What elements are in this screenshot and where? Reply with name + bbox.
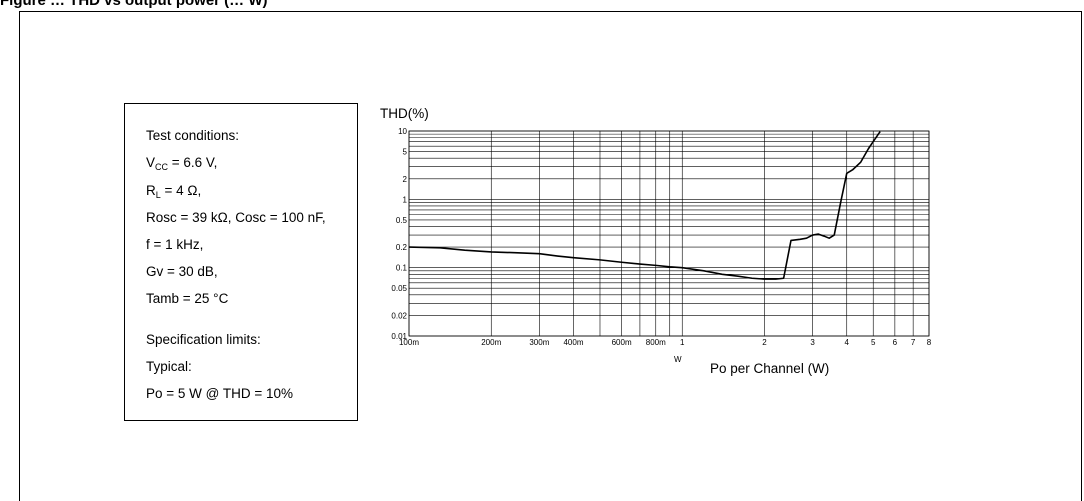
x-tick-label: 100m [399,338,419,347]
chart-labels: 100m 200m 300m 400m 600m 800m 1 2 3 4 5 6 7 8 10 5 2 1 0.5… [380,106,932,376]
figure-title: Figure … THD vs output power (… W) [0,0,268,9]
y-tick-label: 0.05 [391,284,407,293]
x-unit-label: W [674,355,682,364]
gain-condition: Gv = 30 dB, [146,264,218,279]
y-tick-label: 1 [403,195,408,204]
y-tick-label: 5 [403,148,408,157]
y-axis-title: THD(%) [380,106,429,121]
test-conditions-heading: Test conditions: [146,128,240,143]
x-tick-label: 4 [845,338,850,347]
x-tick-label: 600m [612,338,632,347]
thd-vs-power-chart: 100m 200m 300m 400m 600m 800m 1 2 3 4 5 6 7 8 10 5 2 1 0.5… [380,106,932,376]
thd-curve [408,131,881,280]
x-tick-label: 400m [563,338,583,347]
y-tick-label: 0.1 [396,264,408,273]
y-tick-label: 2 [403,175,408,184]
x-axis-title: Po per Channel (W) [710,361,829,376]
x-tick-label: 800m [646,338,666,347]
y-tick-label: 10 [398,127,407,136]
chart-grid [408,130,930,337]
oscillator-condition: Rosc = 39 kΩ, Cosc = 100 nF, [146,210,326,225]
x-tick-label: 300m [529,338,549,347]
x-tick-label: 200m [481,338,501,347]
figure-frame [19,11,1082,501]
y-tick-label: 0.2 [396,243,408,252]
x-tick-label: 1 [680,338,685,347]
chart-axes [408,130,930,337]
y-tick-label: 0.5 [396,216,408,225]
frequency-condition: f = 1 kHz, [146,237,204,252]
x-tick-label: 2 [762,338,767,347]
x-tick-label: 6 [893,338,898,347]
vcc-condition: VCC = 6.6 V, [146,155,218,172]
y-tick-label: 0.01 [391,332,407,341]
x-tick-label: 5 [871,338,876,347]
specification-limits-heading: Specification limits: [146,332,261,347]
ambient-temperature-condition: Tamb = 25 °C [146,291,229,306]
rl-condition: RL = 4 Ω, [146,183,202,200]
typical-label: Typical: [146,359,192,374]
chart-series [408,131,881,280]
plot-frame [408,130,930,337]
typical-power-value: Po = 5 W @ THD = 10% [146,386,294,401]
x-tick-label: 8 [927,338,932,347]
x-tick-label: 7 [911,338,916,347]
x-tick-label: 3 [810,338,815,347]
test-conditions-box: Test conditions: VCC = 6.6 V, RL = 4 Ω, … [124,103,358,421]
y-tick-label: 0.02 [391,311,407,320]
